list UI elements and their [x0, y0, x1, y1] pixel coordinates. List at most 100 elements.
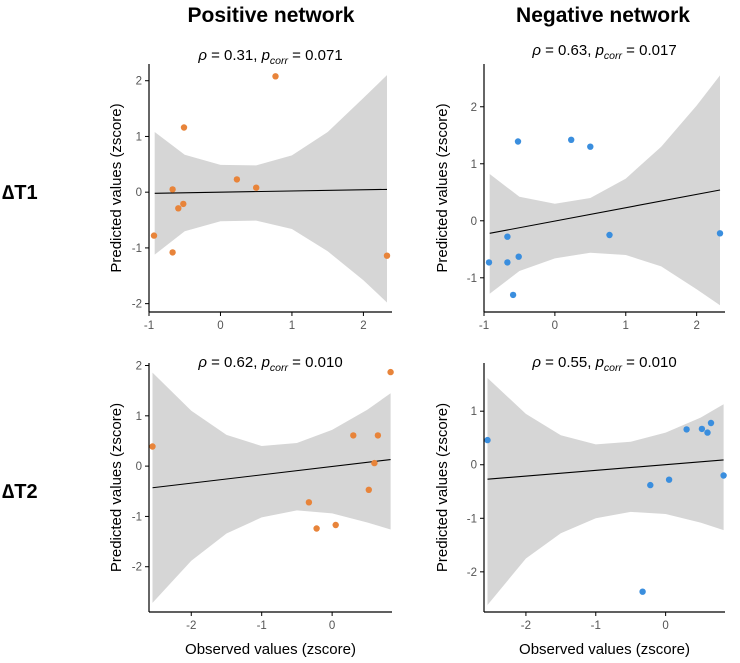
data-point [720, 472, 727, 479]
x-tick-label: 2 [693, 320, 699, 332]
data-point [313, 525, 320, 532]
y-tick-label: 2 [136, 361, 142, 373]
data-point [180, 124, 188, 131]
x-tick-label: -2 [521, 620, 531, 632]
y-tick-label: -1 [132, 243, 142, 255]
rho-value: 0.31 [224, 47, 253, 64]
data-point [707, 419, 715, 427]
data-point [233, 176, 241, 183]
data-point [253, 184, 260, 191]
data-point [180, 200, 187, 208]
regression-line [487, 459, 724, 480]
regression-line [489, 189, 721, 234]
data-point [704, 429, 711, 436]
confidence-band [152, 372, 391, 603]
y-tick-label: 0 [471, 460, 477, 472]
x-tick-label: 1 [623, 320, 629, 332]
row-label-t1: ∆T1 [2, 182, 38, 204]
data-point [365, 486, 372, 493]
regression-line [154, 188, 388, 194]
data-point [485, 259, 493, 266]
y-tick-label: 1 [136, 411, 142, 423]
column-title-positive: Positive network [188, 4, 355, 27]
data-point [383, 252, 391, 259]
confidence-band [489, 75, 720, 306]
y-tick-label: -1 [467, 273, 477, 285]
rho-value: 0.55 [558, 354, 587, 371]
column-title-negative: Negative network [516, 4, 690, 27]
y-tick-label: -1 [467, 513, 477, 525]
x-tick-label: -1 [479, 320, 489, 332]
data-point [371, 459, 378, 467]
data-point [374, 432, 382, 439]
data-point [387, 368, 394, 376]
data-point [639, 588, 646, 595]
data-point [514, 138, 522, 145]
correlation-stat: ρ = 0.31, pcorr = 0.071 [197, 47, 342, 67]
y-tick-label: 0 [471, 216, 477, 228]
y-tick-label: -2 [132, 562, 142, 574]
y-tick-label: 0 [136, 187, 142, 199]
data-point [568, 136, 575, 143]
data-point [647, 481, 654, 489]
confidence-band [487, 378, 724, 605]
regression-line [152, 459, 391, 489]
data-point [175, 205, 182, 212]
panel-t2-positive: -2 -1 0 1 2 -2 -1 0 Predicted values (zscore) Obs… [108, 354, 394, 658]
correlation-stat: ρ = 0.55, pcorr = 0.010 [531, 354, 676, 374]
data-point [509, 291, 517, 299]
panel-t2-negative: -2 -1 0 1 -2 -1 0 Predicted values (zscore) Obse… [434, 354, 727, 658]
x-tick-label: 2 [360, 320, 366, 332]
x-tick-label: 0 [217, 320, 223, 332]
data-point [150, 232, 158, 239]
data-point [272, 73, 279, 80]
p-value: 0.010 [639, 354, 677, 371]
data-point [504, 259, 511, 266]
x-axis-label: Observed values (zscore) [519, 641, 690, 658]
rho-value: 0.63 [558, 42, 587, 59]
y-axis-label: Predicted values (zscore) [434, 103, 451, 272]
correlation-stat: ρ = 0.62, pcorr = 0.010 [197, 354, 342, 374]
data-point [504, 233, 511, 240]
data-point [683, 426, 690, 433]
data-point [665, 476, 673, 483]
y-tick-label: 1 [471, 406, 477, 418]
x-tick-label: -1 [144, 320, 154, 332]
y-axis-label: Predicted values (zscore) [434, 403, 451, 572]
data-point [305, 499, 313, 506]
y-tick-label: 1 [136, 131, 142, 143]
data-point [169, 249, 176, 256]
y-axis-label: Predicted values (zscore) [108, 403, 125, 572]
row-label-t2: ∆T2 [2, 481, 38, 503]
data-point [587, 143, 594, 150]
y-tick-label: -1 [132, 511, 142, 523]
data-point [606, 231, 613, 239]
confidence-band [154, 75, 387, 303]
data-point [698, 425, 706, 433]
p-value: 0.010 [305, 354, 343, 371]
data-point [484, 436, 491, 444]
data-point [332, 521, 339, 529]
y-tick-label: -2 [467, 567, 477, 579]
p-value: 0.071 [305, 47, 343, 64]
x-tick-label: 1 [289, 320, 295, 332]
data-point [515, 253, 522, 260]
x-tick-label: 0 [552, 320, 558, 332]
rho-value: 0.62 [224, 354, 253, 371]
panel-t1-negative: -1 0 1 2 -1 0 1 2 Predicted values (zscore) ρ = 0… [434, 42, 725, 332]
x-axis-label: Observed values (zscore) [185, 641, 356, 658]
p-value: 0.017 [639, 42, 677, 59]
x-tick-label: 0 [329, 620, 335, 632]
x-tick-label: -1 [257, 620, 267, 632]
data-point [169, 186, 176, 193]
y-tick-label: 2 [136, 76, 142, 88]
correlation-stat: ρ = 0.63, pcorr = 0.017 [531, 42, 676, 62]
y-tick-label: 2 [471, 102, 477, 114]
data-point [716, 230, 724, 237]
data-point [350, 432, 357, 439]
x-tick-label: -2 [186, 620, 196, 632]
y-tick-label: 0 [136, 461, 142, 473]
y-tick-label: -2 [132, 299, 142, 311]
